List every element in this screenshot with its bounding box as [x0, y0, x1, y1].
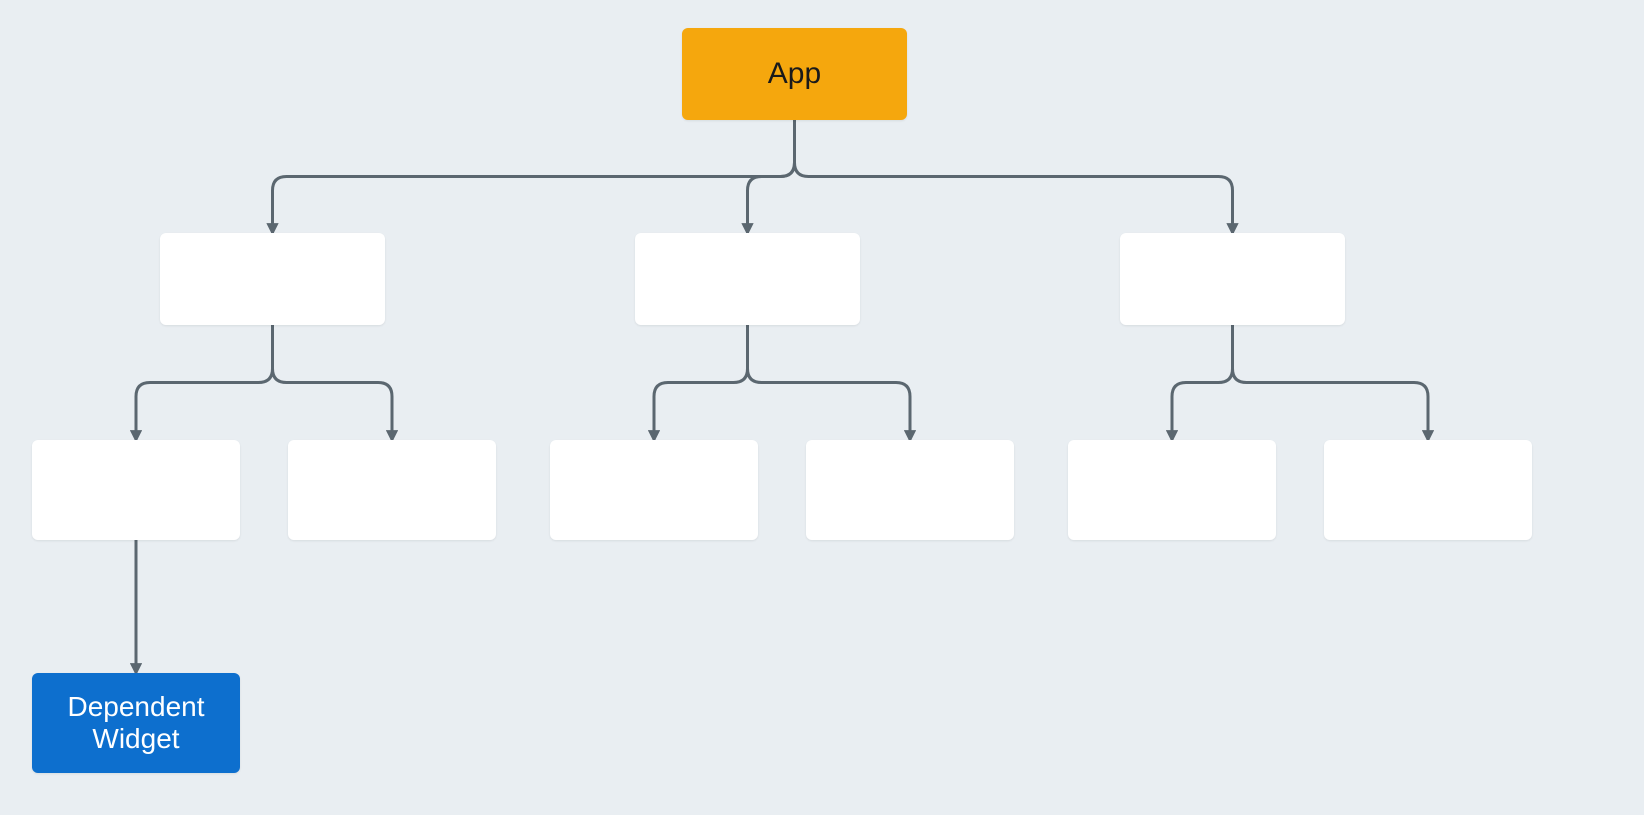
- node-n1: [160, 233, 385, 325]
- node-n2a: [550, 440, 758, 540]
- edge-n1-n1b: [273, 325, 393, 440]
- edge-n2-n2b: [748, 325, 911, 440]
- node-n3b: [1324, 440, 1532, 540]
- edge-n1-n1a: [136, 325, 273, 440]
- edge-app-n1: [273, 120, 795, 233]
- node-app: App: [682, 28, 907, 120]
- edge-app-n2: [748, 120, 795, 233]
- node-label: App: [760, 57, 829, 92]
- edge-layer: [0, 0, 1644, 815]
- node-n3a: [1068, 440, 1276, 540]
- node-n3: [1120, 233, 1345, 325]
- node-dep: DependentWidget: [32, 673, 240, 773]
- node-label: DependentWidget: [59, 691, 212, 755]
- node-n2: [635, 233, 860, 325]
- node-n2b: [806, 440, 1014, 540]
- edge-n3-n3b: [1233, 325, 1429, 440]
- edge-n2-n2a: [654, 325, 748, 440]
- edge-n3-n3a: [1172, 325, 1233, 440]
- node-n1b: [288, 440, 496, 540]
- edge-app-n3: [795, 120, 1233, 233]
- node-n1a: [32, 440, 240, 540]
- diagram-stage: App DependentWidget: [0, 0, 1644, 815]
